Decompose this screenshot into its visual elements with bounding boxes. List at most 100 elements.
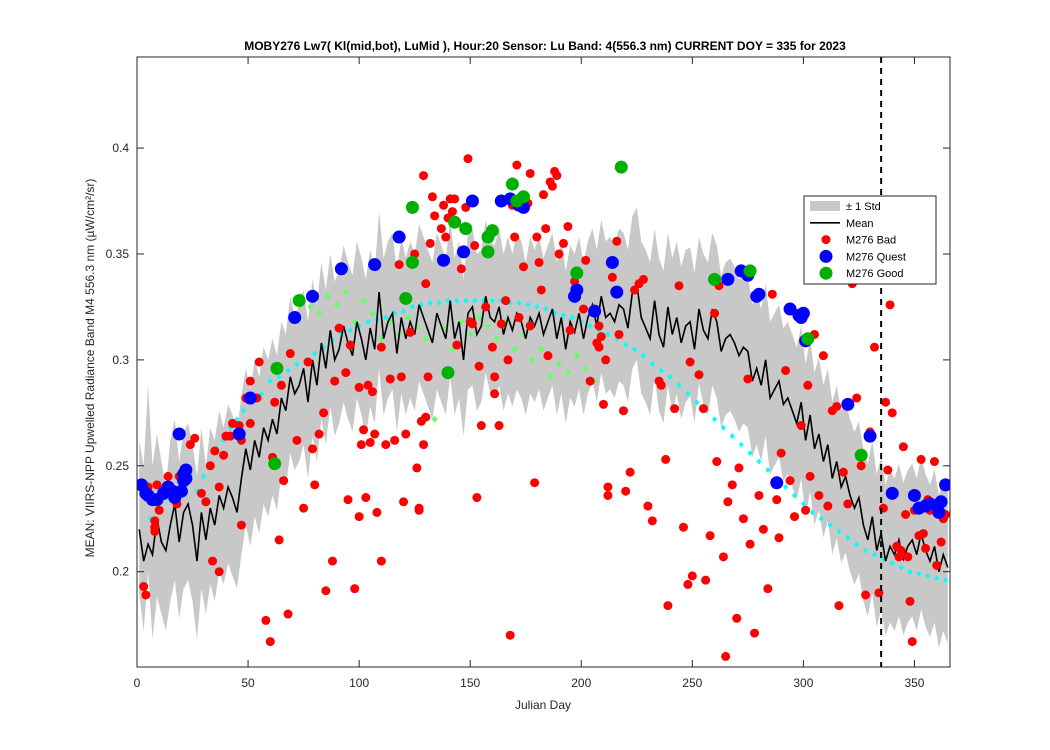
quest-point — [796, 306, 810, 320]
bad-point — [738, 514, 748, 524]
x-tick-label: 200 — [571, 676, 591, 690]
bad-point — [596, 332, 606, 342]
bad-point — [205, 461, 215, 471]
bad-point — [901, 510, 911, 519]
bad-point — [285, 349, 295, 359]
legend-label: ± 1 Std — [846, 201, 881, 213]
bad-point — [532, 232, 542, 242]
bad-point — [310, 480, 320, 490]
cyan-point — [276, 373, 282, 380]
bad-point — [405, 327, 415, 337]
cyan-point — [712, 416, 718, 423]
cyan-point — [889, 560, 895, 567]
y-axis-label: MEAN: VIIRS-NPP Upwelled Radiance Band M… — [83, 179, 97, 558]
bad-point — [674, 281, 684, 291]
bad-point — [512, 160, 522, 170]
good-point — [441, 366, 455, 380]
bad-point — [365, 437, 375, 447]
bad-point — [670, 404, 680, 414]
bad-point — [474, 361, 484, 371]
legend-bad-swatch — [821, 235, 831, 245]
bad-point — [754, 490, 764, 500]
bad-point — [678, 522, 688, 532]
light-green-point — [556, 360, 563, 368]
light-green-point — [360, 297, 367, 305]
bad-point — [270, 397, 280, 407]
good-point — [517, 190, 531, 204]
bad-point — [601, 355, 611, 365]
bad-point — [832, 401, 842, 411]
y-tick-label: 0.3 — [112, 353, 129, 367]
light-green-point — [316, 309, 323, 317]
bad-point — [547, 181, 557, 191]
bad-point — [881, 397, 891, 407]
cyan-point — [543, 306, 549, 313]
x-tick-label: 150 — [460, 676, 480, 690]
bad-point — [834, 601, 844, 611]
light-green-point — [529, 356, 536, 364]
light-green-point — [342, 288, 349, 296]
cyan-point — [809, 509, 815, 516]
quest-point — [610, 285, 624, 299]
bad-point — [621, 486, 631, 496]
light-green-point — [467, 330, 474, 338]
good-point — [448, 215, 462, 229]
x-tick-label: 50 — [241, 676, 255, 690]
bad-point — [929, 457, 939, 467]
bad-point — [563, 221, 573, 231]
bad-point — [330, 376, 340, 386]
bad-point — [321, 586, 331, 596]
bad-point — [185, 440, 195, 450]
bad-point — [603, 490, 613, 500]
bad-point — [656, 380, 666, 390]
bad-point — [541, 224, 551, 234]
cyan-point — [409, 303, 415, 310]
good-point — [614, 160, 628, 174]
cyan-point — [632, 346, 638, 353]
bad-point — [887, 408, 897, 418]
bad-point — [376, 342, 386, 352]
cyan-point — [658, 367, 664, 374]
quest-point — [305, 289, 319, 303]
good-point — [570, 266, 584, 280]
bad-point — [163, 471, 173, 481]
bad-point — [190, 433, 200, 443]
y-tick-label: 0.35 — [106, 247, 130, 261]
bad-point — [856, 461, 866, 471]
bad-point — [758, 524, 768, 534]
bad-point — [630, 285, 640, 295]
bad-point — [552, 171, 562, 181]
bad-point — [534, 257, 544, 267]
bad-point — [494, 421, 504, 431]
bad-point — [505, 630, 515, 640]
light-green-point — [484, 322, 491, 330]
cyan-point — [916, 570, 922, 577]
y-tick-label: 0.2 — [112, 565, 129, 579]
cyan-point — [623, 342, 629, 349]
bad-point — [510, 232, 520, 242]
bad-point — [558, 238, 568, 248]
bad-point — [467, 319, 477, 329]
cyan-point — [836, 528, 842, 535]
bad-point — [343, 495, 353, 505]
bad-point — [361, 493, 371, 503]
light-green-point — [422, 335, 429, 343]
bad-point — [852, 393, 862, 403]
light-green-point — [405, 314, 411, 322]
bad-point — [803, 380, 813, 390]
bad-point — [245, 376, 255, 386]
plot-frame — [136, 56, 951, 668]
quest-point — [368, 258, 382, 272]
quest-point — [863, 429, 877, 443]
bad-point — [370, 429, 380, 439]
light-green-point — [511, 345, 518, 353]
bad-point — [814, 490, 824, 500]
bad-point — [210, 446, 220, 456]
light-green-point — [573, 352, 580, 360]
bad-point — [354, 382, 364, 392]
bad-point — [367, 387, 377, 397]
quest-point — [770, 476, 784, 490]
bad-point — [712, 457, 722, 467]
cyan-point — [347, 327, 353, 334]
